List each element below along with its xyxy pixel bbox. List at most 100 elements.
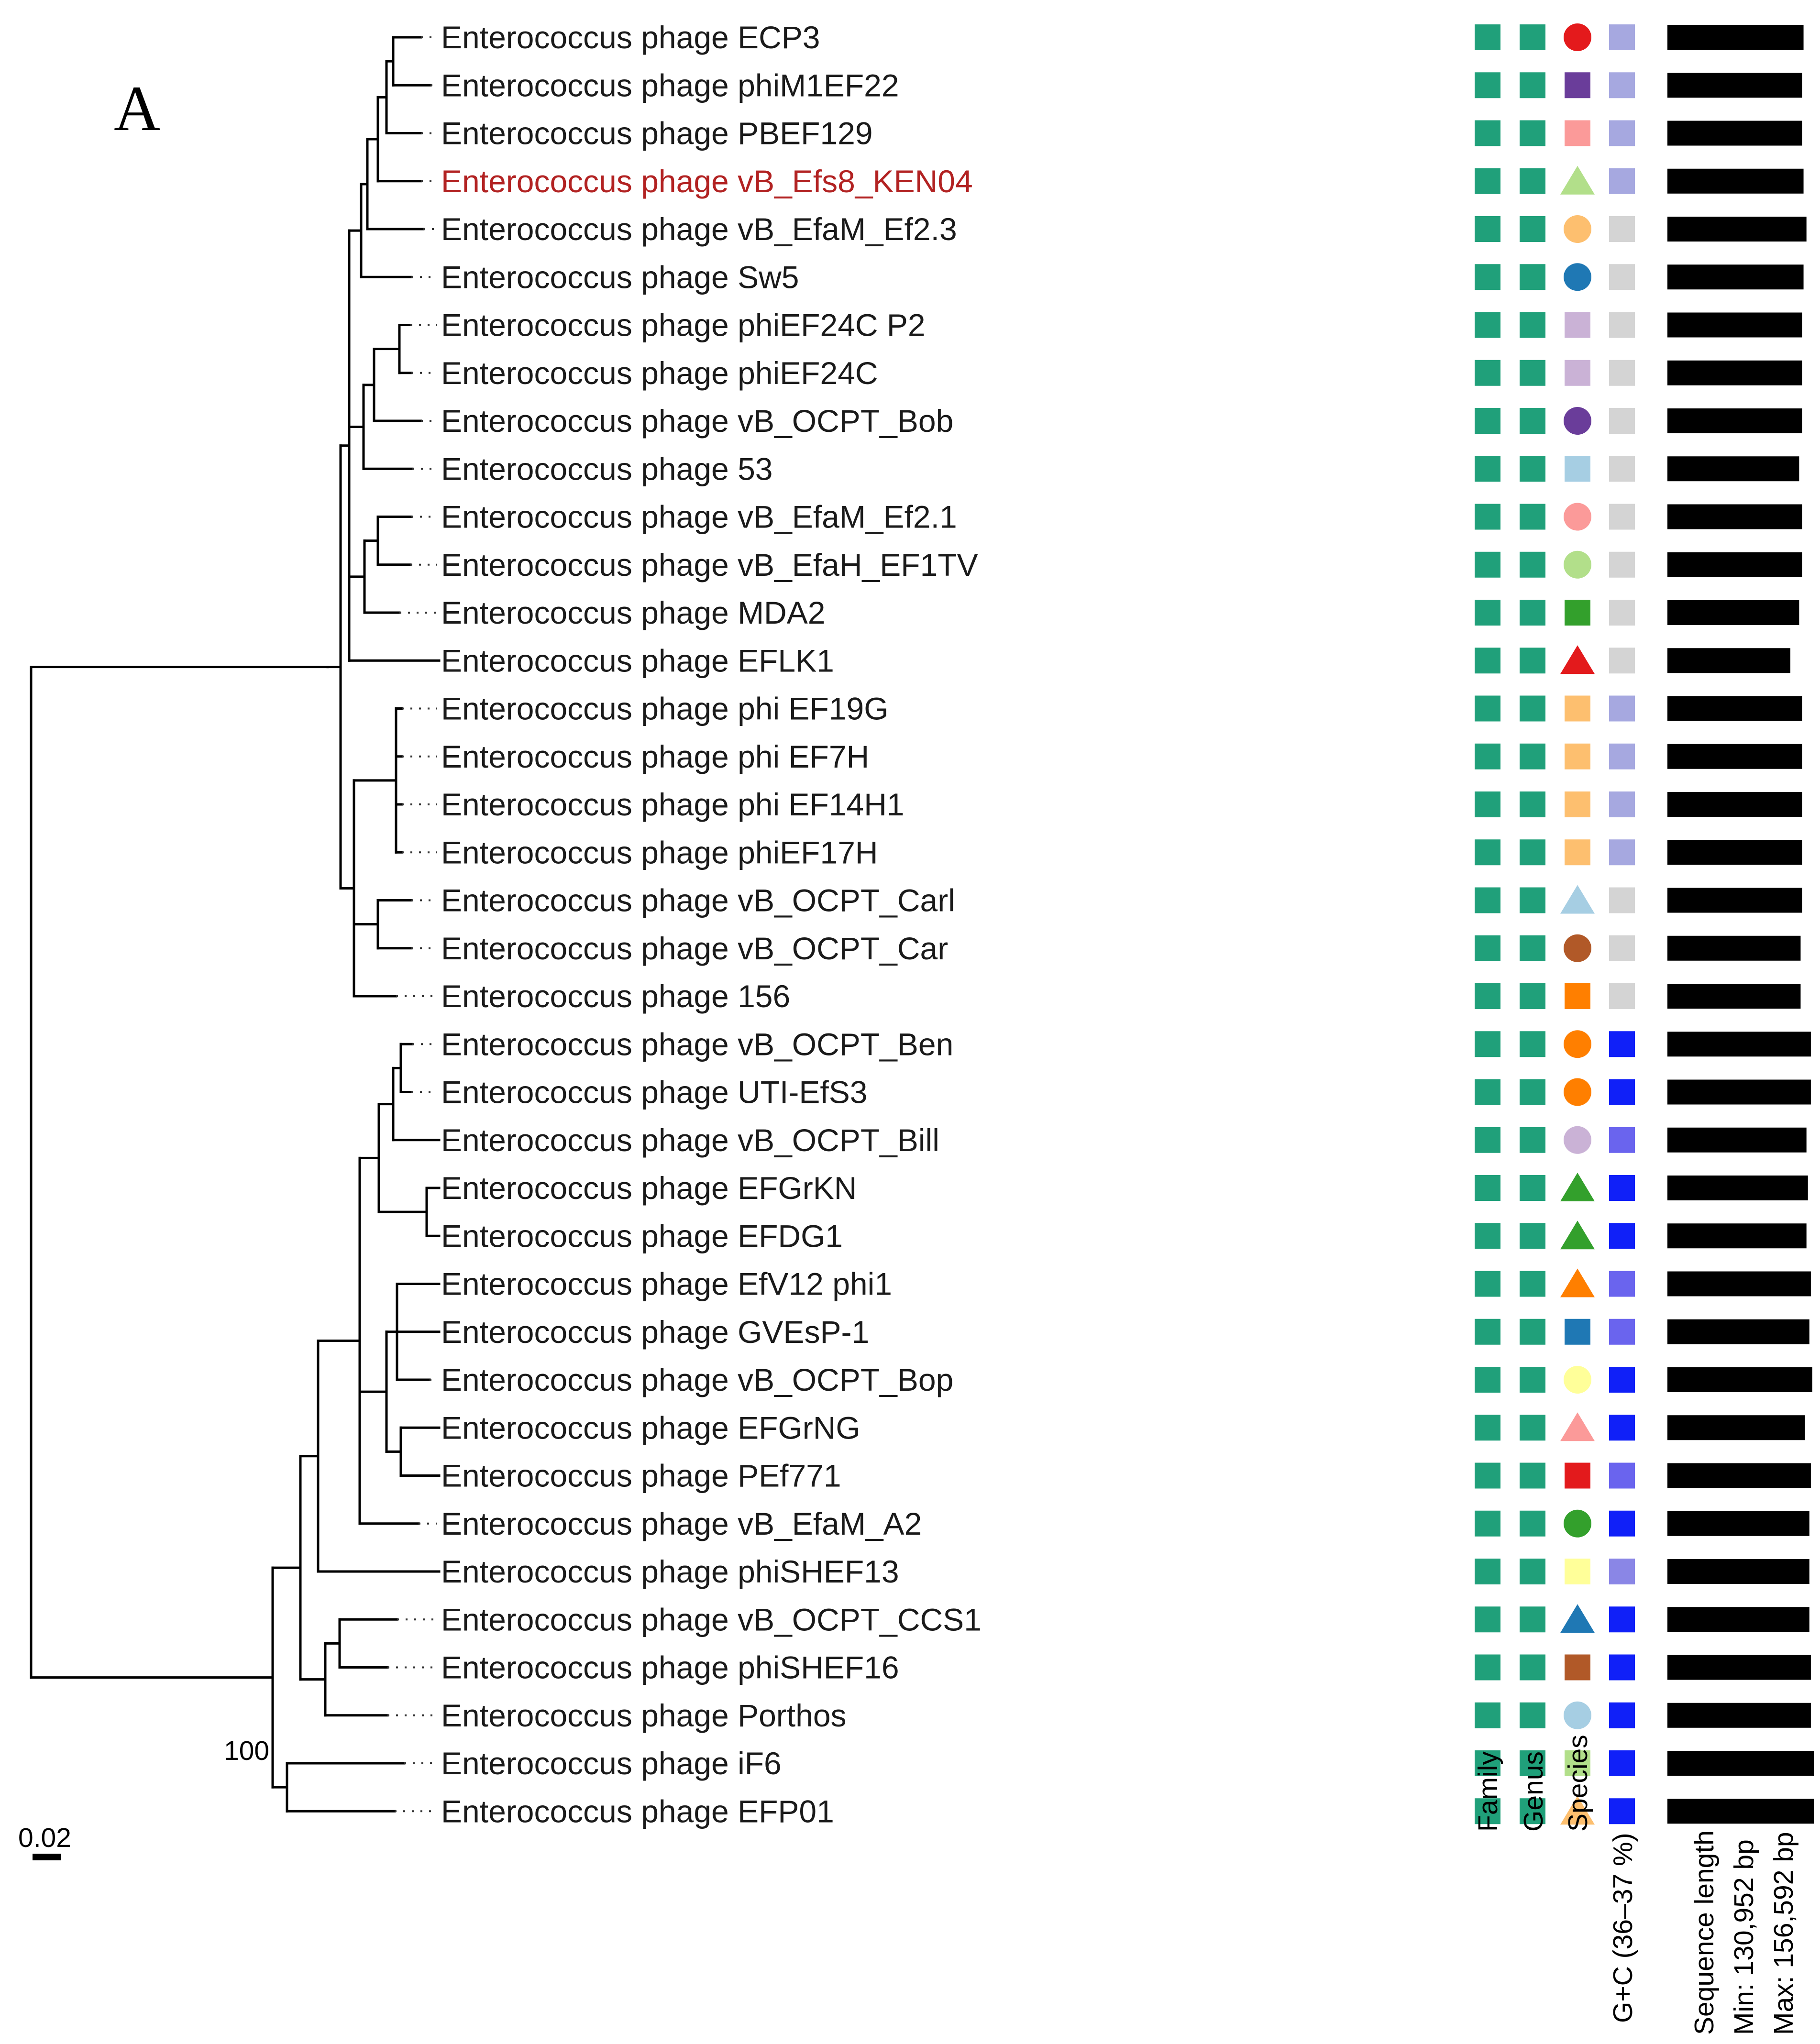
genus-marker — [1520, 216, 1545, 242]
sequence-length-bar — [1667, 1415, 1805, 1440]
gc-marker — [1609, 1079, 1635, 1105]
tip-label: Enterococcus phage EfV12 phi1 — [441, 1266, 892, 1302]
header-species: Species — [1563, 1735, 1593, 1832]
family-marker — [1475, 887, 1500, 913]
species-marker — [1564, 1509, 1591, 1538]
genus-marker — [1520, 1750, 1545, 1776]
species-marker — [1564, 263, 1591, 291]
gc-marker — [1609, 648, 1635, 674]
species-marker — [1564, 1126, 1591, 1154]
sequence-length-bar — [1667, 1176, 1808, 1200]
tip-label: Enterococcus phage Sw5 — [441, 259, 799, 295]
header-length-min: Min: 130,952 bp — [1729, 1839, 1759, 2035]
species-marker — [1564, 1366, 1591, 1394]
sequence-length-bar — [1667, 1127, 1807, 1153]
family-marker — [1475, 1510, 1500, 1537]
gc-marker — [1609, 360, 1635, 386]
species-marker — [1564, 503, 1591, 531]
sequence-length-bar — [1667, 984, 1801, 1009]
species-marker — [1560, 1412, 1595, 1441]
gc-marker — [1609, 120, 1635, 146]
gc-marker — [1609, 1127, 1635, 1153]
species-marker — [1564, 550, 1591, 579]
sequence-length-bar — [1667, 264, 1804, 290]
gc-marker — [1609, 1175, 1635, 1201]
species-marker — [1565, 791, 1590, 817]
tip-label: Enterococcus phage EFGrNG — [441, 1410, 860, 1445]
sequence-length-bar — [1667, 1079, 1811, 1105]
gc-marker — [1609, 887, 1635, 913]
species-marker — [1565, 695, 1590, 722]
header-family: Family — [1473, 1751, 1503, 1832]
genus-marker — [1520, 648, 1545, 674]
panel-label: A — [114, 73, 161, 144]
genus-marker — [1520, 551, 1545, 578]
genus-marker — [1520, 1175, 1545, 1201]
family-marker — [1475, 551, 1500, 578]
gc-marker — [1609, 504, 1635, 530]
sequence-length-bar — [1667, 1367, 1812, 1392]
species-marker — [1565, 1750, 1590, 1776]
sequence-length-bar — [1667, 600, 1799, 625]
sequence-length-bar — [1667, 312, 1802, 338]
family-marker — [1475, 456, 1500, 482]
tip-labels: Enterococcus phage ECP3 Enterococcus phag… — [441, 20, 982, 1829]
family-marker — [1475, 1462, 1500, 1489]
family-marker — [1475, 1079, 1500, 1105]
tip-label: Enterococcus phage phi EF19G — [441, 691, 889, 726]
family-marker — [1475, 24, 1500, 50]
family-marker — [1475, 695, 1500, 722]
genus-marker — [1520, 1654, 1545, 1681]
tip-label: Enterococcus phage UTI-EfS3 — [441, 1075, 867, 1110]
sequence-length-bar — [1667, 1032, 1811, 1057]
family-marker — [1475, 1223, 1500, 1249]
gc-marker — [1609, 1606, 1635, 1633]
genus-marker — [1520, 935, 1545, 961]
genus-marker — [1520, 456, 1545, 482]
sequence-length-bar — [1667, 696, 1802, 721]
tip-label: Enterococcus phage vB_OCPT_CCS1 — [441, 1602, 982, 1637]
column-headers: Family Genus Species G+C (36–37 %) Seque… — [1473, 1735, 1799, 2035]
family-marker — [1475, 1798, 1500, 1824]
tip-label: Enterococcus phage vB_OCPT_Carl — [441, 883, 955, 918]
genus-marker — [1520, 1223, 1545, 1249]
family-marker — [1475, 1031, 1500, 1057]
genus-marker — [1520, 1271, 1545, 1297]
gc-marker — [1609, 791, 1635, 817]
sequence-length-bar — [1667, 1751, 1814, 1776]
genus-marker — [1520, 887, 1545, 913]
sequence-length-bar — [1667, 1655, 1811, 1680]
gc-marker — [1609, 1462, 1635, 1489]
family-marker — [1475, 648, 1500, 674]
genus-marker — [1520, 168, 1545, 194]
species-marker — [1564, 934, 1591, 962]
genus-marker — [1520, 1367, 1545, 1393]
genus-marker — [1520, 120, 1545, 146]
family-marker — [1475, 1367, 1500, 1393]
gc-marker — [1609, 1319, 1635, 1345]
species-marker — [1565, 72, 1590, 99]
tip-label: Enterococcus phage vB_EfaM_A2 — [441, 1506, 922, 1541]
species-marker — [1564, 1078, 1591, 1106]
tip-label: Enterococcus phage phiM1EF22 — [441, 67, 899, 103]
tip-label: Enterococcus phage MDA2 — [441, 595, 825, 630]
family-marker — [1475, 1127, 1500, 1153]
tip-label: Enterococcus phage vB_EfaH_EF1TV — [441, 547, 978, 582]
sequence-length-bar — [1667, 25, 1804, 50]
sequence-length-bar — [1667, 168, 1804, 194]
genus-marker — [1520, 1031, 1545, 1057]
genus-marker — [1520, 1415, 1545, 1441]
genus-marker — [1520, 1462, 1545, 1489]
family-marker — [1475, 1415, 1500, 1441]
species-marker — [1565, 1654, 1590, 1681]
species-marker — [1565, 312, 1590, 338]
gc-marker — [1609, 1223, 1635, 1249]
gc-marker — [1609, 983, 1635, 1009]
genus-marker — [1520, 1798, 1545, 1824]
family-marker — [1475, 1750, 1500, 1776]
gc-marker — [1609, 264, 1635, 290]
tip-label: Enterococcus phage EFDG1 — [441, 1218, 843, 1253]
family-marker — [1475, 408, 1500, 434]
genus-marker — [1520, 1559, 1545, 1584]
sequence-length-bar — [1667, 360, 1802, 385]
